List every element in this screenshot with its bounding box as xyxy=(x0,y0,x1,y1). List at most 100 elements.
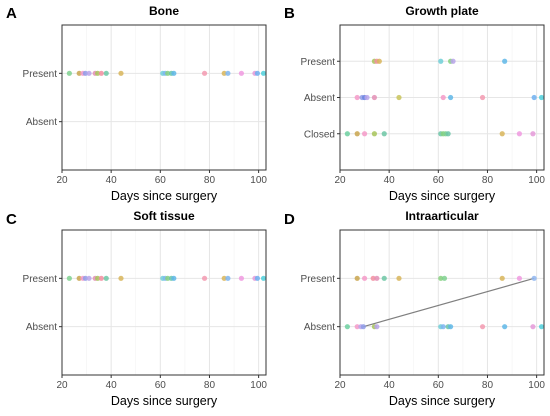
y-tick-label: Absent xyxy=(26,117,57,128)
panel-letter: A xyxy=(6,5,17,22)
data-point xyxy=(441,275,448,281)
data-point xyxy=(76,275,82,281)
data-point xyxy=(171,275,177,281)
data-point xyxy=(502,324,508,330)
data-point xyxy=(201,275,208,281)
data-point xyxy=(118,70,124,76)
y-tick-label: Absent xyxy=(304,322,335,333)
data-point xyxy=(260,275,267,281)
panel-letter: D xyxy=(284,211,295,228)
data-point xyxy=(538,94,545,101)
data-point xyxy=(82,70,88,76)
data-point xyxy=(76,70,82,76)
data-point xyxy=(499,275,505,281)
panel-title: Growth plate xyxy=(405,4,479,18)
x-tick-label: 100 xyxy=(528,175,545,186)
connector-line xyxy=(363,277,535,328)
data-point xyxy=(254,70,260,76)
panel-border xyxy=(339,229,545,376)
data-point xyxy=(445,131,451,137)
data-point xyxy=(530,324,536,330)
data-point xyxy=(171,70,177,76)
data-point xyxy=(516,275,523,281)
x-axis-title: Days since surgery xyxy=(111,394,218,408)
x-tick-label: 20 xyxy=(334,175,346,186)
data-point xyxy=(221,275,227,281)
data-point xyxy=(354,324,360,330)
data-point xyxy=(361,131,368,137)
panel-title: Intraarticular xyxy=(405,209,479,223)
data-point xyxy=(376,58,382,64)
panel-border xyxy=(61,229,267,376)
data-point xyxy=(103,70,109,76)
x-tick-label: 40 xyxy=(384,380,396,391)
y-tick-label: Absent xyxy=(26,322,57,333)
x-axis-title: Days since surgery xyxy=(389,189,496,203)
x-tick-label: 100 xyxy=(250,175,267,186)
data-point xyxy=(364,94,370,101)
data-point xyxy=(344,131,350,137)
data-point xyxy=(82,275,88,281)
data-point xyxy=(260,70,267,76)
x-tick-label: 60 xyxy=(155,175,167,186)
data-point xyxy=(344,324,350,330)
x-tick-label: 40 xyxy=(384,175,396,186)
data-point xyxy=(165,70,171,76)
panel-letter: C xyxy=(6,211,17,228)
y-tick-label: Present xyxy=(23,69,58,80)
data-point xyxy=(225,275,231,281)
data-point xyxy=(438,275,444,281)
x-axis-title: Days since surgery xyxy=(111,189,218,203)
data-point xyxy=(530,131,536,137)
data-point xyxy=(396,94,402,101)
panel-title: Bone xyxy=(149,4,179,18)
panel-letter: B xyxy=(284,5,295,22)
y-tick-label: Present xyxy=(301,274,336,285)
data-point xyxy=(531,94,537,101)
data-point xyxy=(479,94,486,101)
x-tick-label: 100 xyxy=(250,380,267,391)
panel-d: D Intraarticular Absent Present 20 40 60 80 100 D… xyxy=(284,209,545,408)
data-point xyxy=(370,275,376,281)
panel-c: C Soft tissue Absent Present 20 40 60 80 100 Days… xyxy=(6,209,267,408)
data-point xyxy=(103,275,109,281)
panel-a: A Bone Absent Present 20 40 60 80 100 Days since … xyxy=(6,4,267,203)
x-axis-title: Days since surgery xyxy=(389,394,496,408)
x-tick-label: 20 xyxy=(56,380,68,391)
data-point xyxy=(254,275,260,281)
x-tick-label: 100 xyxy=(528,380,545,391)
data-point xyxy=(118,275,124,281)
y-tick-label: Present xyxy=(301,57,336,68)
data-point xyxy=(516,131,523,137)
x-tick-label: 40 xyxy=(106,380,118,391)
data-point xyxy=(98,70,104,76)
data-point xyxy=(165,275,171,281)
data-point xyxy=(396,275,402,281)
data-point xyxy=(238,275,245,281)
data-point xyxy=(440,324,446,330)
x-tick-label: 60 xyxy=(433,380,445,391)
data-point xyxy=(66,275,72,281)
y-tick-label: Present xyxy=(23,274,58,285)
data-point xyxy=(95,70,101,76)
data-point xyxy=(381,275,387,281)
data-point xyxy=(374,324,380,330)
data-point xyxy=(238,70,245,76)
data-point xyxy=(354,131,360,137)
data-point xyxy=(381,131,387,137)
data-point xyxy=(86,275,92,281)
x-tick-label: 80 xyxy=(482,380,494,391)
data-point xyxy=(354,275,360,281)
data-point xyxy=(98,275,104,281)
data-point xyxy=(531,275,537,281)
data-point xyxy=(354,94,360,101)
data-point xyxy=(201,70,208,76)
x-tick-label: 60 xyxy=(155,380,167,391)
y-tick-label: Closed xyxy=(304,129,335,140)
x-tick-label: 20 xyxy=(56,175,68,186)
data-point xyxy=(225,70,231,76)
x-tick-label: 40 xyxy=(106,175,118,186)
data-point xyxy=(371,94,378,101)
